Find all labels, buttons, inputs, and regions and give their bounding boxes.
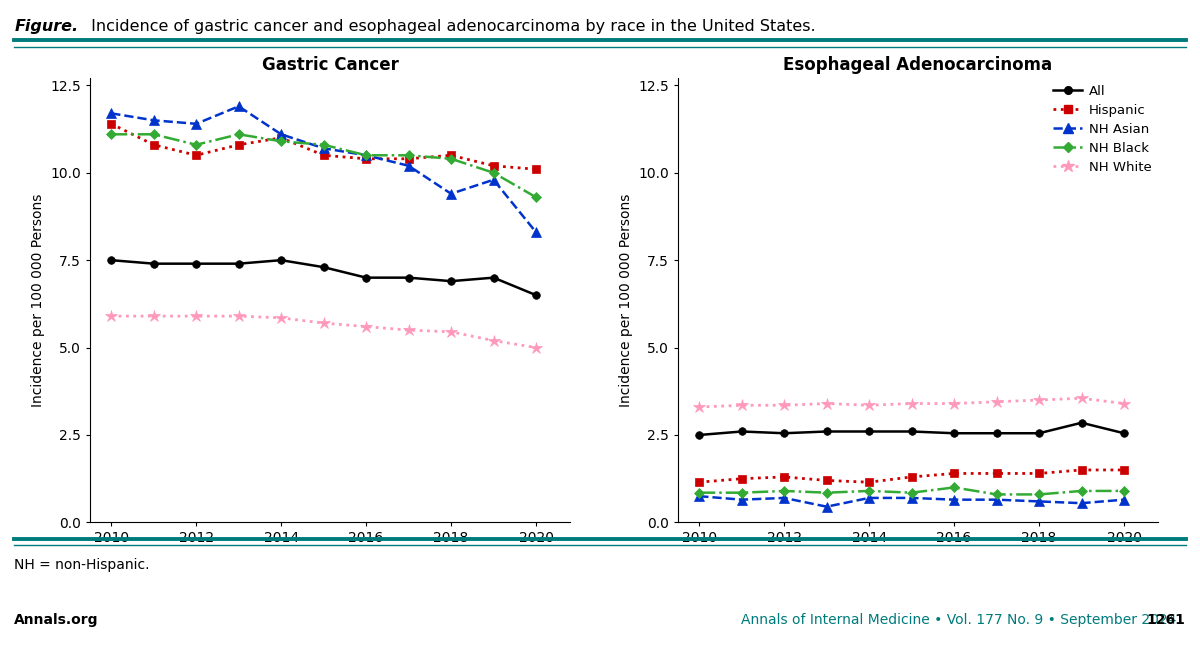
Text: Annals of Internal Medicine • Vol. 177 No. 9 • September 2024: Annals of Internal Medicine • Vol. 177 N… (742, 613, 1186, 627)
Text: Incidence of gastric cancer and esophageal adenocarcinoma by race in the United : Incidence of gastric cancer and esophage… (86, 19, 816, 33)
Y-axis label: Incidence per 100 000 Persons: Incidence per 100 000 Persons (619, 194, 632, 407)
Legend: All, Hispanic, NH Asian, NH Black, NH White: All, Hispanic, NH Asian, NH Black, NH Wh… (1054, 85, 1152, 174)
Text: Figure.: Figure. (14, 19, 78, 33)
Title: Esophageal Adenocarcinoma: Esophageal Adenocarcinoma (784, 56, 1052, 74)
Y-axis label: Incidence per 100 000 Persons: Incidence per 100 000 Persons (31, 194, 44, 407)
Title: Gastric Cancer: Gastric Cancer (262, 56, 398, 74)
Text: NH = non-Hispanic.: NH = non-Hispanic. (14, 558, 150, 572)
Text: 1261: 1261 (1147, 613, 1186, 627)
Text: Annals.org: Annals.org (14, 613, 98, 627)
